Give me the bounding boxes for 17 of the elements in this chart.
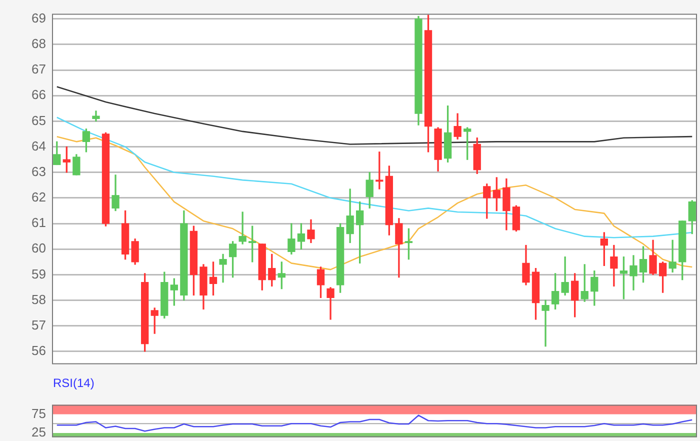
y-tick-label: 68 bbox=[32, 36, 46, 52]
y-tick-label: 66 bbox=[32, 87, 46, 102]
y-tick-label: 59 bbox=[32, 266, 46, 282]
y-tick-label: 61 bbox=[32, 215, 46, 230]
y-tick-label: 75 bbox=[32, 406, 46, 421]
y-tick-label: 25 bbox=[32, 424, 46, 440]
y-tick-label: 67 bbox=[32, 62, 46, 77]
chart-title: RSI(14) bbox=[53, 376, 94, 390]
y-tick-label: 69 bbox=[32, 10, 46, 26]
y-tick-label: 62 bbox=[32, 190, 46, 205]
y-tick-label: 57 bbox=[32, 317, 46, 332]
y-tick-label: 60 bbox=[32, 240, 46, 256]
y-tick-label: 64 bbox=[32, 138, 46, 154]
y-tick-label: 65 bbox=[32, 112, 46, 128]
y-tick-label: 58 bbox=[32, 292, 46, 307]
y-tick-label: 63 bbox=[32, 164, 46, 179]
y-tick-label: 56 bbox=[32, 342, 46, 358]
